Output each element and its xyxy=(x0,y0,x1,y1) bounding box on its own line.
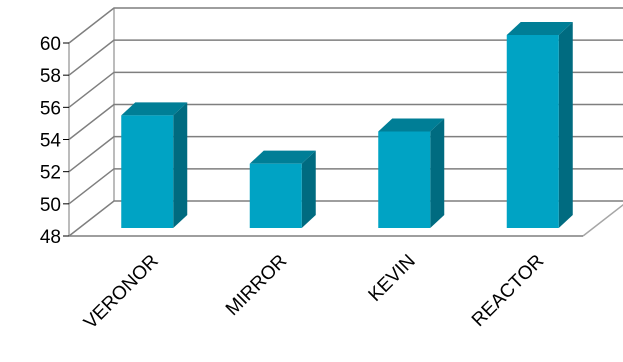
bar-front xyxy=(121,115,174,228)
bar-top xyxy=(506,22,573,35)
y-tick-label: 52 xyxy=(40,163,61,184)
floor-right-edge xyxy=(582,203,623,237)
bar xyxy=(121,102,188,228)
y-tick-label: 54 xyxy=(40,131,62,152)
bars xyxy=(121,22,573,228)
gridline xyxy=(68,39,623,76)
y-tick-label: 58 xyxy=(40,66,61,87)
y-axis: 48 50 52 54 56 58 60 xyxy=(40,34,69,248)
gridline xyxy=(68,168,623,205)
bar-front xyxy=(249,163,302,228)
x-tick-label: MIRROR xyxy=(222,251,291,320)
x-axis: VERONOR MIRROR KEVIN REACTOR xyxy=(80,251,548,334)
gridline xyxy=(68,200,623,237)
y-tick-label: 48 xyxy=(40,227,61,248)
bar xyxy=(249,150,316,228)
gridline xyxy=(68,103,623,141)
bar xyxy=(506,22,573,228)
x-tick-label: KEVIN xyxy=(365,251,420,306)
y-tick-label: 60 xyxy=(40,34,61,55)
bar-side xyxy=(430,118,445,228)
bar-top xyxy=(378,118,445,132)
gridline xyxy=(68,7,623,44)
bar-front xyxy=(506,35,559,228)
bar-front xyxy=(378,131,431,228)
bar-top xyxy=(121,102,188,116)
y-tick-label: 50 xyxy=(40,195,61,216)
gridline xyxy=(68,71,623,108)
bar-side xyxy=(301,150,316,228)
x-tick-label: VERONOR xyxy=(80,251,163,334)
bar xyxy=(378,118,445,228)
x-tick-label: REACTOR xyxy=(468,251,548,331)
bar-side xyxy=(558,22,573,228)
y-tick-label: 56 xyxy=(40,98,61,119)
bar-top xyxy=(249,150,316,164)
gridline xyxy=(68,135,623,173)
bar-side xyxy=(173,102,188,228)
gridlines xyxy=(68,7,623,237)
